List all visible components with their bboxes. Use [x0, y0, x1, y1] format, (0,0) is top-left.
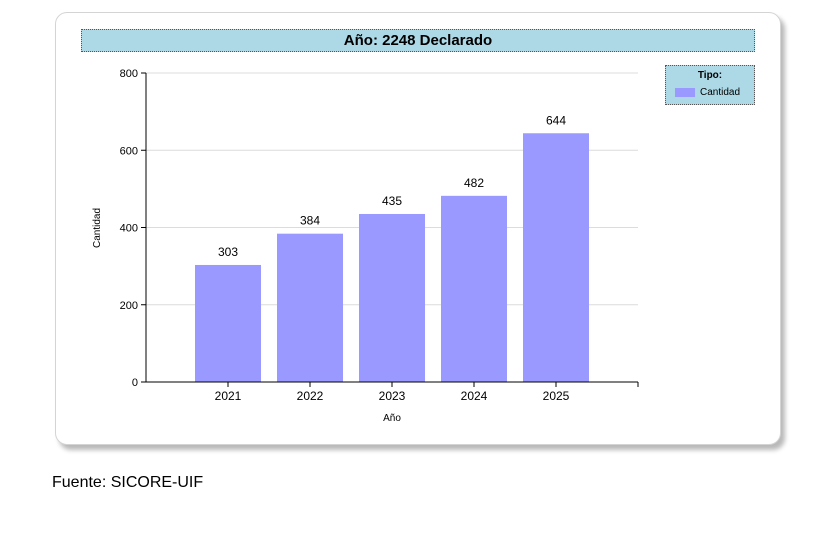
legend-label: Cantidad — [700, 87, 741, 98]
data-label-2022: 384 — [300, 214, 320, 228]
source-note: Fuente: SICORE-UIF — [52, 474, 204, 491]
bar-2025 — [523, 133, 589, 382]
axes — [141, 72, 639, 387]
data-label-2024: 482 — [464, 176, 484, 190]
data-label-2021: 303 — [218, 245, 238, 259]
legend-title: Tipo: — [697, 70, 723, 81]
y-tick-label: 800 — [120, 68, 138, 80]
x-tick-label-2021: 2021 — [215, 389, 242, 403]
legend-swatch — [675, 88, 695, 97]
y-axis-title: Cantidad — [92, 208, 103, 248]
chart-title: Año: 2248 Declarado — [81, 29, 755, 52]
bar-2024 — [441, 195, 507, 382]
data-label-2023: 435 — [382, 194, 402, 208]
x-tick-label-2025: 2025 — [543, 389, 570, 403]
bar-2022 — [277, 233, 343, 382]
y-tick-label: 200 — [120, 300, 138, 312]
x-tick-label-2024: 2024 — [461, 389, 488, 403]
x-tick-label-2022: 2022 — [297, 389, 324, 403]
bar-2023 — [359, 213, 425, 382]
legend: Tipo: Cantidad — [665, 65, 755, 105]
bar-2021 — [195, 264, 261, 382]
labels: 0 200 400 600 800 303 2021 384 2022 435 2023 482 202… — [92, 68, 570, 424]
y-tick-label: 600 — [120, 145, 138, 157]
x-axis-title: Año — [383, 413, 401, 424]
y-tick-label: 0 — [132, 377, 138, 389]
y-tick-label: 400 — [120, 223, 138, 235]
x-tick-label-2023: 2023 — [379, 389, 406, 403]
data-label-2025: 644 — [546, 113, 566, 127]
bars — [195, 133, 589, 382]
